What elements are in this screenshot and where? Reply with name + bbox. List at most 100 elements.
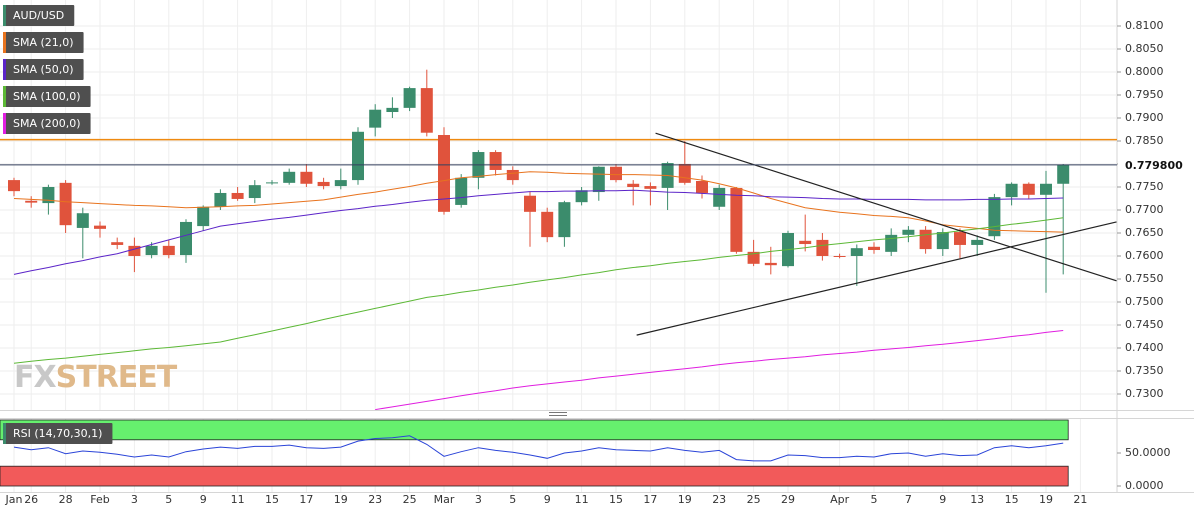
y-tick-label: 0.7300 — [1125, 387, 1164, 400]
candle-body — [971, 239, 984, 245]
candle-body — [730, 187, 743, 252]
y-tick-label: 50.0000 — [1125, 446, 1171, 459]
candle-body — [180, 221, 192, 256]
x-tick-label: 26 — [24, 493, 38, 506]
legend-box — [3, 59, 84, 80]
candle-body — [575, 190, 588, 203]
candle-body — [248, 185, 261, 199]
x-tick-label: 17 — [643, 493, 657, 506]
candle-body — [283, 171, 296, 183]
x-tick-label: 5 — [509, 493, 516, 506]
candle-body — [317, 181, 330, 187]
x-tick-label: 25 — [747, 493, 761, 506]
legend-swatch — [3, 59, 6, 80]
series-line — [13, 217, 1064, 364]
oversold-band — [0, 465, 1069, 487]
x-tick-label: 9 — [939, 493, 946, 506]
x-tick-label: 9 — [544, 493, 551, 506]
x-tick-label: Feb — [90, 493, 109, 506]
candle-body — [231, 192, 244, 199]
legend-swatch — [3, 32, 6, 53]
legend-label: SMA (50,0) — [13, 63, 74, 76]
grid — [0, 0, 1117, 492]
candle-body — [145, 245, 158, 256]
candle-body — [610, 166, 622, 181]
candle-body — [76, 213, 89, 228]
x-tick-label: 3 — [131, 493, 138, 506]
legend-label: SMA (21,0) — [13, 36, 74, 49]
x-tick-label: 19 — [334, 493, 348, 506]
y-tick-label: 0.0000 — [1125, 479, 1164, 492]
y-tick-label: 0.8050 — [1125, 42, 1164, 55]
x-tick-label: 21 — [1073, 493, 1087, 506]
y-tick-label: 0.8100 — [1125, 19, 1164, 32]
candle-body — [94, 225, 106, 229]
legend-box — [3, 423, 113, 444]
x-tick-label: 19 — [1039, 493, 1053, 506]
candle-body — [197, 206, 210, 227]
y-tick-label: 0.7400 — [1125, 341, 1164, 354]
legend-box — [3, 86, 91, 107]
candle-body — [369, 109, 382, 128]
legend-swatch — [3, 5, 6, 26]
candle-body — [8, 180, 20, 192]
watermark-part: STREET — [56, 360, 178, 395]
candle-body — [1040, 183, 1052, 195]
candle-body — [334, 180, 347, 187]
candle-body — [713, 187, 726, 207]
candle-body — [936, 232, 949, 250]
plot-area — [0, 69, 1117, 410]
legend-swatch — [3, 113, 6, 134]
legend-swatch — [3, 86, 6, 107]
x-tick-label: 28 — [59, 493, 73, 506]
last-price-label: 0.779800 — [1125, 159, 1183, 172]
candle-body — [128, 245, 141, 256]
series-line — [375, 330, 1064, 410]
candle-body — [678, 163, 691, 183]
x-tick-label: 25 — [403, 493, 417, 506]
candle-body — [868, 246, 880, 251]
candle-body — [506, 169, 519, 181]
legend-box — [3, 113, 91, 134]
last-price-box — [1118, 154, 1192, 175]
candle-body — [403, 88, 416, 108]
candle-body — [111, 242, 124, 245]
legend-box — [3, 5, 75, 26]
y-tick-label: 0.7550 — [1125, 272, 1164, 285]
candle-body — [352, 131, 364, 181]
candle-body — [266, 182, 278, 184]
x-tick-label: Apr — [830, 493, 850, 506]
y-tick-label: 0.7600 — [1125, 249, 1164, 262]
candle-body — [799, 240, 812, 245]
x-tick-label: 15 — [265, 493, 279, 506]
x-tick-label: 11 — [231, 493, 245, 506]
candle-body — [1022, 183, 1035, 195]
x-tick-label: 9 — [200, 493, 207, 506]
x-tick-label: 17 — [299, 493, 313, 506]
candle-body — [386, 107, 399, 113]
y-tick-label: 0.7500 — [1125, 295, 1164, 308]
candle-body — [644, 186, 657, 189]
watermark-part: FX — [14, 360, 56, 395]
x-tick-label: 15 — [609, 493, 623, 506]
x-tick-label: 29 — [781, 493, 795, 506]
candle-body — [455, 177, 468, 205]
candle-body — [592, 166, 605, 193]
candle-body — [558, 202, 571, 238]
candle-body — [919, 229, 932, 250]
y-tick-label: 0.7950 — [1125, 88, 1164, 101]
x-tick-label: Mar — [434, 493, 455, 506]
x-tick-label: 23 — [712, 493, 726, 506]
y-tick-label: 0.7750 — [1125, 180, 1164, 193]
x-tick-label: 5 — [165, 493, 172, 506]
series-line — [13, 189, 1064, 275]
candle-body — [214, 192, 227, 207]
rsi-panel — [0, 419, 1069, 487]
legend-swatch — [3, 423, 6, 444]
candle-body — [162, 245, 175, 256]
x-tick-label: 23 — [368, 493, 382, 506]
legend-label: SMA (100,0) — [13, 90, 81, 103]
overbought-band — [0, 419, 1069, 441]
candle-body — [25, 200, 38, 203]
